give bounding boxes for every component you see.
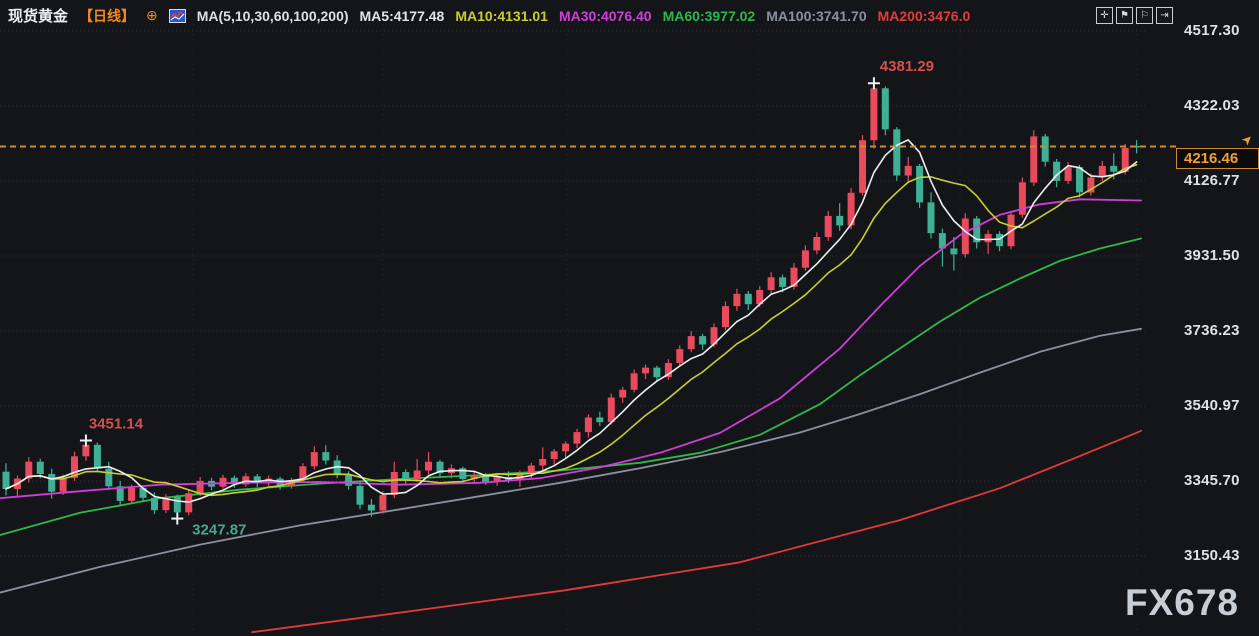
axis-tick-label: 3736.23 bbox=[1184, 322, 1240, 339]
price-flag-icon[interactable]: ⚑ bbox=[1116, 7, 1133, 24]
interval-label[interactable]: 【日线】 bbox=[79, 7, 136, 24]
svg-text:3451.14: 3451.14 bbox=[89, 415, 144, 432]
ma-value-label: MA30:4076.40 bbox=[558, 7, 652, 24]
price-axis[interactable]: 4517.30 4322.03 4126.77 3931.50 3736.23 3540.… bbox=[1180, 0, 1259, 636]
trend-flag-icon[interactable]: ⚐ bbox=[1136, 7, 1153, 24]
exit-pane-icon[interactable]: ⇥ bbox=[1156, 7, 1173, 24]
svg-text:4381.29: 4381.29 bbox=[880, 58, 934, 75]
ma-group-label: MA(5,10,30,60,100,200) bbox=[196, 7, 349, 24]
axis-tick-label: 3540.97 bbox=[1184, 397, 1240, 414]
ma-value-label: MA10:4131.01 bbox=[455, 7, 548, 24]
axis-tick-label: 3345.70 bbox=[1184, 472, 1240, 489]
ma-value-label: MA60:3977.02 bbox=[662, 7, 756, 24]
ma-value-label: MA5:4177.48 bbox=[359, 7, 445, 24]
crosshair-icon[interactable]: ⊕ bbox=[146, 7, 158, 23]
ma-value-label: MA200:3476.0 bbox=[877, 7, 971, 24]
chart-style-icon[interactable] bbox=[168, 8, 186, 23]
chart-toolbar: ✛ ⚑ ⚐ ⇥ bbox=[1096, 7, 1173, 24]
axis-tick-label: 4126.77 bbox=[1184, 172, 1240, 189]
axis-tick-label: 4322.03 bbox=[1184, 97, 1240, 114]
axis-tick-label: 3931.50 bbox=[1184, 247, 1240, 264]
axis-tick-label: 4517.30 bbox=[1184, 22, 1240, 39]
chart-header: 现货黄金 【日线】 ⊕ MA(5,10,30,60,100,200) MA5:4… bbox=[8, 5, 970, 26]
axis-tick-label: 3150.43 bbox=[1184, 547, 1240, 564]
watermark: FX678 bbox=[1124, 582, 1239, 623]
symbol-title: 现货黄金 bbox=[8, 8, 69, 25]
current-price-tag: 4216.46 bbox=[1176, 148, 1259, 169]
move-tool-icon[interactable]: ✛ bbox=[1096, 7, 1113, 24]
ma-value-label: MA100:3741.70 bbox=[766, 7, 867, 24]
ma-values: MA5:4177.48 MA10:4131.01 MA30:4076.40 MA60:… bbox=[360, 8, 971, 24]
svg-text:3247.87: 3247.87 bbox=[192, 522, 246, 539]
